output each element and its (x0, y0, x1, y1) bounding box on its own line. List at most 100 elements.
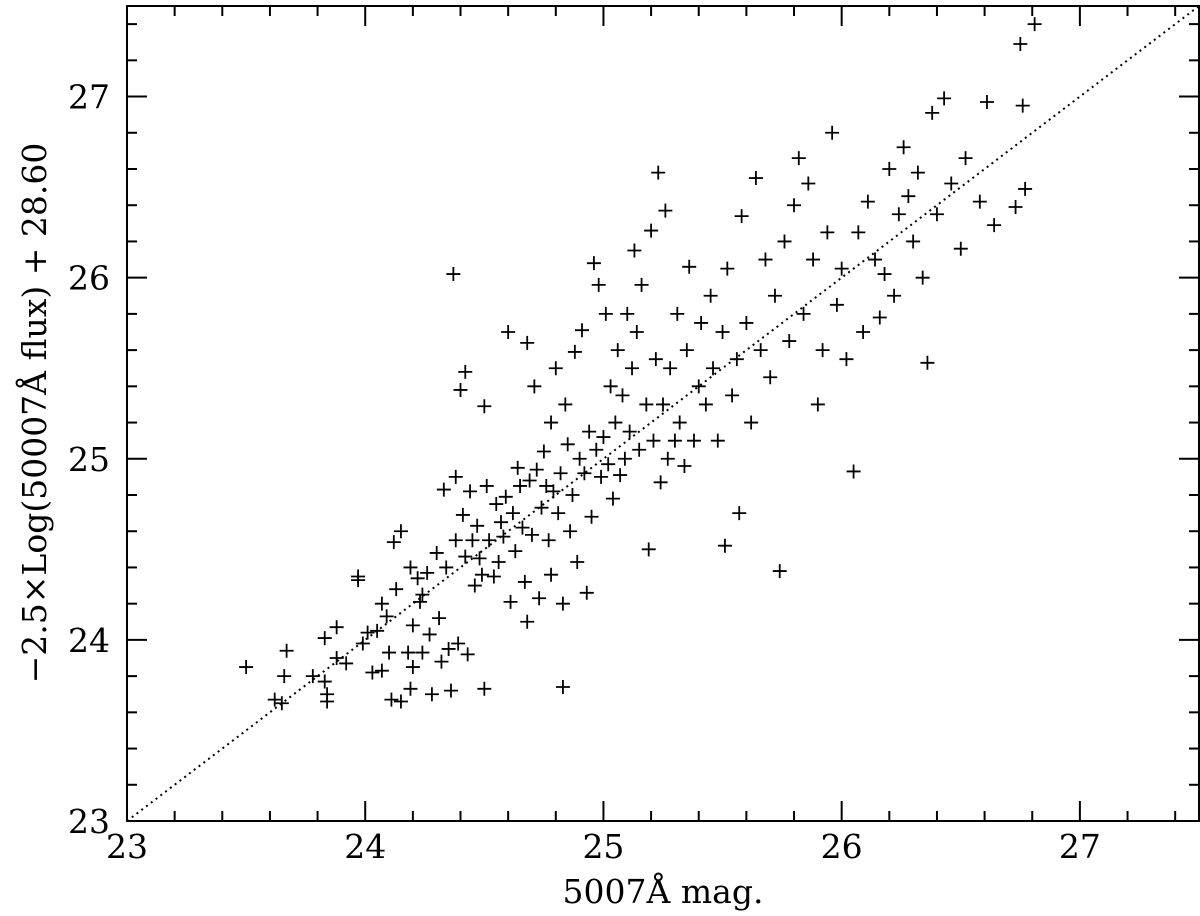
data-point (608, 415, 623, 430)
data-point (613, 468, 628, 483)
data-point (505, 506, 520, 521)
data-point (1027, 17, 1042, 32)
data-point (660, 451, 675, 466)
data-point (384, 692, 399, 707)
data-point (501, 325, 516, 339)
x-tick-label: 23 (106, 827, 148, 866)
data-point (694, 315, 709, 330)
y-tick-label: 23 (68, 802, 110, 841)
data-point (413, 594, 428, 609)
data-point (379, 609, 394, 624)
data-point (544, 415, 559, 430)
data-point (629, 325, 644, 339)
data-point (815, 343, 830, 358)
data-point (536, 444, 551, 459)
y-tick-label: 26 (68, 259, 110, 298)
data-point (656, 397, 670, 412)
data-point (351, 573, 366, 588)
x-tick-label: 26 (821, 827, 863, 866)
data-point (479, 478, 494, 493)
data-point (856, 325, 871, 339)
data-point (748, 171, 763, 186)
data-point (463, 484, 478, 499)
data-point (682, 259, 697, 274)
data-point (782, 334, 797, 349)
data-point (570, 555, 585, 570)
data-point (410, 571, 425, 586)
data-point (496, 529, 511, 544)
tick-labels: 23 24 25 26 27 23 24 25 26 27 (68, 78, 1101, 866)
data-point (486, 569, 501, 584)
data-point (810, 397, 825, 412)
data-point (386, 535, 401, 550)
x-tick-label: 24 (344, 827, 386, 866)
plot-frame (126, 5, 1200, 822)
data-point (860, 194, 875, 209)
data-point (834, 261, 849, 276)
data-point (279, 643, 294, 658)
data-point (651, 165, 666, 180)
x-tick-label: 27 (1059, 827, 1101, 866)
data-point (670, 306, 685, 321)
data-point (560, 437, 575, 452)
data-point (596, 430, 611, 445)
data-point (601, 457, 616, 472)
data-point (494, 515, 509, 530)
data-point (393, 694, 408, 709)
data-point (565, 488, 580, 502)
data-point (544, 567, 559, 582)
data-point (405, 618, 420, 633)
data-point (915, 270, 930, 285)
data-point (458, 364, 473, 379)
data-point (877, 267, 892, 282)
data-point (882, 162, 897, 176)
data-point (239, 660, 254, 675)
data-point (443, 683, 458, 698)
y-tick-label: 27 (68, 78, 110, 117)
data-point (1015, 98, 1030, 113)
data-point (424, 687, 439, 702)
y-tick-label: 25 (68, 440, 110, 479)
data-point (472, 551, 487, 566)
data-point (305, 669, 320, 684)
data-point (972, 194, 987, 209)
data-point (605, 491, 620, 506)
data-point (896, 140, 911, 155)
data-point (594, 469, 609, 484)
data-point (489, 497, 504, 512)
data-point (767, 288, 782, 303)
data-point (944, 176, 959, 191)
data-point (787, 198, 802, 213)
data-point (267, 692, 282, 707)
data-point (524, 527, 539, 542)
data-point (515, 520, 530, 535)
data-point (703, 288, 718, 303)
data-point (598, 306, 613, 321)
data-point (415, 587, 430, 602)
data-point (458, 549, 473, 564)
data-point (732, 506, 747, 521)
one-to-one-reference-line (126, 5, 1200, 822)
data-point (658, 203, 673, 218)
data-point (520, 614, 535, 629)
data-point (329, 620, 344, 635)
data-point (510, 460, 525, 475)
data-point (586, 256, 601, 271)
data-point (460, 647, 475, 662)
data-point (1013, 37, 1028, 52)
data-point (534, 500, 549, 515)
data-point (520, 335, 535, 350)
data-point (474, 567, 489, 582)
data-point (339, 656, 354, 671)
data-point (470, 518, 485, 533)
data-point (644, 223, 659, 238)
data-points (239, 17, 1042, 711)
data-point (622, 424, 637, 439)
data-point (929, 207, 944, 222)
data-point (872, 310, 887, 325)
data-point (548, 361, 563, 376)
data-point (582, 424, 597, 439)
data-point (710, 433, 725, 448)
data-point (575, 323, 590, 338)
